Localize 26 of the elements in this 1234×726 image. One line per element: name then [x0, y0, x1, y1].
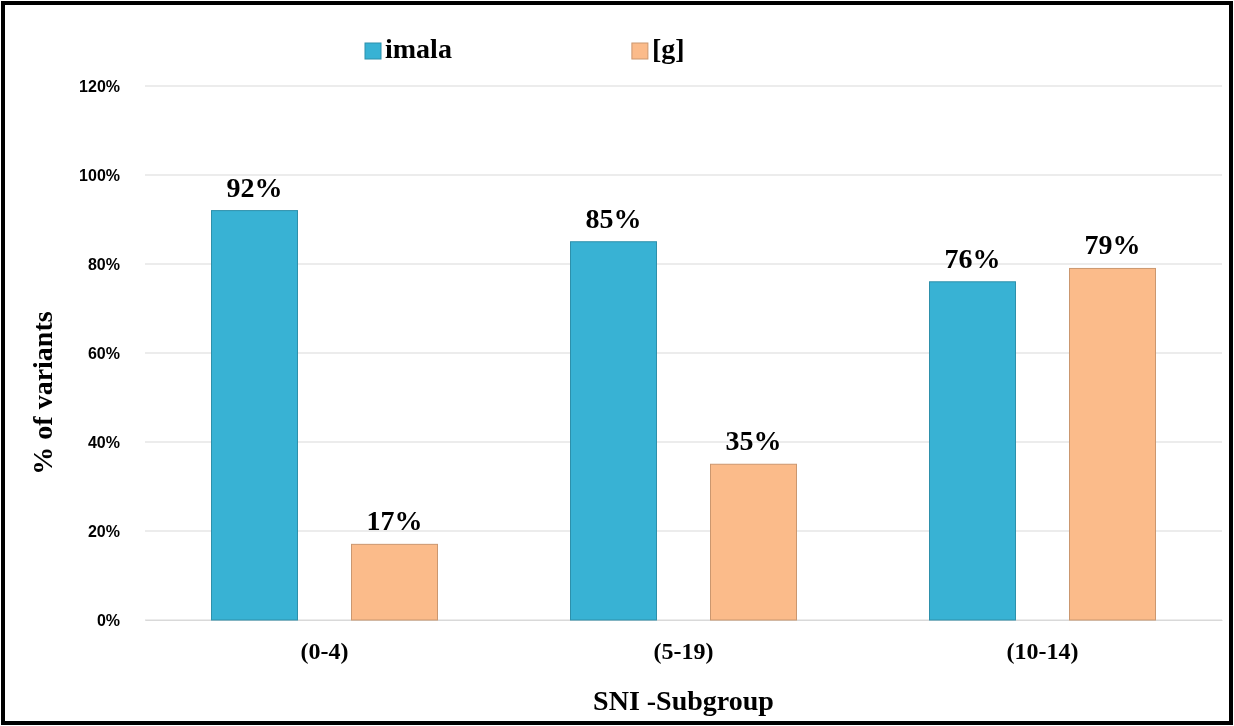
x-tick-label: (5-19) [653, 638, 714, 665]
y-tick-label: 0% [96, 611, 120, 629]
y-axis-title: % of variants [27, 311, 58, 475]
y-tick-label: 40% [87, 433, 120, 451]
bar [570, 241, 657, 621]
bar [1069, 267, 1156, 621]
text: 17% [366, 505, 423, 537]
y-tick-label: 80% [87, 255, 120, 273]
text: 85% [585, 202, 642, 234]
x-tick-label: (0-4) [300, 638, 349, 665]
y-tick-label: 20% [87, 522, 120, 540]
text: 79% [1084, 229, 1141, 261]
y-tick-label: 120% [79, 77, 120, 95]
text: 92% [226, 171, 283, 203]
x-tick-label: (10-14) [1006, 638, 1079, 665]
legend-label: [g] [651, 33, 685, 64]
y-tick-label: 100% [79, 166, 120, 184]
bar [710, 463, 797, 621]
text: 35% [725, 425, 782, 457]
x-axis-title: SNI -Subgroup [593, 685, 774, 716]
y-tick-label: 60% [87, 344, 120, 362]
legend-label: imala [385, 33, 452, 64]
bar [351, 543, 438, 621]
bar [929, 281, 1016, 621]
text: 76% [944, 242, 1001, 274]
bar [211, 210, 298, 621]
